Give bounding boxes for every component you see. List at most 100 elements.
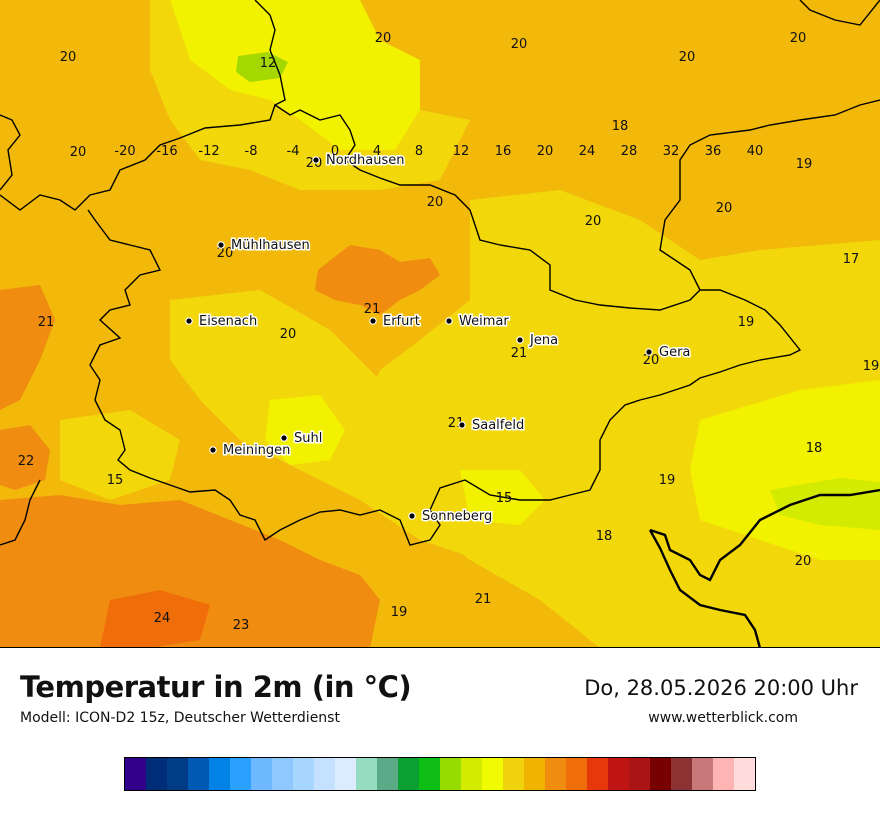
city-label: Gera (659, 345, 690, 360)
cool-area-north (170, 0, 420, 150)
legend-swatch (146, 758, 167, 790)
legend-swatch (419, 758, 440, 790)
city-label: Mühlhausen (231, 238, 310, 253)
temperature-value: 20 (790, 31, 807, 46)
legend-tick-label: 12 (452, 144, 470, 159)
temperature-value: 21 (364, 302, 381, 317)
city-label: Sonneberg (422, 509, 492, 524)
legend-swatch (335, 758, 356, 790)
city-gera[interactable]: Gera (645, 344, 692, 362)
website-link[interactable]: www.wetterblick.com (648, 710, 798, 726)
temperature-value: 23 (233, 618, 250, 633)
temperature-value: 18 (596, 529, 613, 544)
legend-tick-label: 0 (330, 144, 340, 159)
legend-tick-label: 4 (372, 144, 382, 159)
cool-area-15-hills (265, 395, 345, 465)
city-dot-icon (185, 317, 193, 325)
cool-area-north-light (150, 0, 470, 190)
legend-swatch (125, 758, 146, 790)
legend-tick-label: 36 (704, 144, 722, 159)
legend-tick-label: 16 (494, 144, 512, 159)
city-label: Nordhausen (326, 153, 405, 168)
temperature-value: 20 (375, 31, 392, 46)
temperature-value: 18 (806, 441, 823, 456)
legend-tick-label: 20 (536, 144, 554, 159)
legend-tick-label: -16 (156, 144, 178, 159)
legend-swatch (209, 758, 230, 790)
legend-swatch (734, 758, 755, 790)
map-canvas: 20 12 20 20 20 20 18 20 19 20 20 20 20 17 21 21 20 19 21 20… (0, 0, 880, 647)
legend-swatch (293, 758, 314, 790)
temperature-value: 20 (643, 353, 660, 368)
legend-swatch (356, 758, 377, 790)
state-border (0, 103, 802, 546)
temperature-value: 12 (260, 56, 277, 71)
color-legend (124, 757, 756, 791)
temperature-value: 21 (38, 315, 55, 330)
city-nordhausen[interactable]: Nordhausen (312, 152, 406, 170)
temperature-value: 15 (107, 473, 124, 488)
city-suhl[interactable]: Suhl (280, 430, 324, 448)
temperature-value: 20 (585, 214, 602, 229)
city-saalfeld[interactable]: Saalfeld (458, 417, 526, 435)
temperature-value: 20 (511, 37, 528, 52)
legend-swatch (608, 758, 629, 790)
legend-swatch (482, 758, 503, 790)
temperature-value: 15 (496, 491, 513, 506)
legend-swatch (545, 758, 566, 790)
temperature-value: 20 (679, 50, 696, 65)
legend-swatch (272, 758, 293, 790)
temperature-value: 21 (475, 592, 492, 607)
temperature-map[interactable]: 20 12 20 20 20 20 18 20 19 20 20 20 20 17 21 21 20 19 21 20… (0, 0, 880, 648)
temperature-value: 20 (795, 554, 812, 569)
city-label: Eisenach (199, 314, 257, 329)
city-sonneberg[interactable]: Sonneberg (408, 508, 494, 526)
legend-tick-label: 28 (620, 144, 638, 159)
legend-swatch (188, 758, 209, 790)
warm-area-erfurt (315, 245, 440, 315)
temperature-value: 20 (427, 195, 444, 210)
city-dot-icon (516, 336, 524, 344)
temperature-value: 19 (659, 473, 676, 488)
map-title: Temperatur in 2m (in °C) (20, 670, 412, 704)
temperature-value: 20 (217, 246, 234, 261)
temperature-value: 19 (738, 315, 755, 330)
cool-area-thuringian-forest (170, 290, 520, 560)
city-dot-icon (217, 241, 225, 249)
city-label: Weimar (459, 314, 509, 329)
state-border-south-fragment (0, 479, 41, 546)
city-meiningen[interactable]: Meiningen (209, 442, 292, 460)
temperature-value: 19 (391, 605, 408, 620)
state-border-top (254, 0, 286, 106)
city-jena[interactable]: Jena (516, 332, 560, 350)
city-mühlhausen[interactable]: Mühlhausen (217, 237, 311, 255)
temperature-value: 20 (716, 201, 733, 216)
legend-tick-label: -20 (114, 144, 136, 159)
country-border (648, 488, 880, 647)
temperature-value: 18 (612, 119, 629, 134)
city-erfurt[interactable]: Erfurt (369, 313, 421, 331)
city-dot-icon (369, 317, 377, 325)
legend-swatch (440, 758, 461, 790)
legend-swatch (671, 758, 692, 790)
temperature-value: 19 (863, 359, 880, 374)
warm-area-west (0, 285, 55, 410)
legend-swatch (461, 758, 482, 790)
city-weimar[interactable]: Weimar (445, 313, 511, 331)
legend-tick-label: 40 (746, 144, 764, 159)
legend-swatch (251, 758, 272, 790)
temperature-value: 20 (70, 145, 87, 160)
city-eisenach[interactable]: Eisenach (185, 313, 259, 331)
legend-color-bar (124, 757, 756, 791)
warm-area-22 (0, 425, 50, 490)
legend-swatch (692, 758, 713, 790)
state-border-ne (659, 0, 880, 291)
legend-tick-label: -12 (198, 144, 220, 159)
legend-tick-label: -4 (286, 144, 300, 159)
city-label: Suhl (294, 431, 322, 446)
city-dot-icon (458, 421, 466, 429)
temperature-value: 17 (843, 252, 860, 267)
legend-swatch (503, 758, 524, 790)
temperature-value: 21 (511, 346, 528, 361)
city-dot-icon (445, 317, 453, 325)
